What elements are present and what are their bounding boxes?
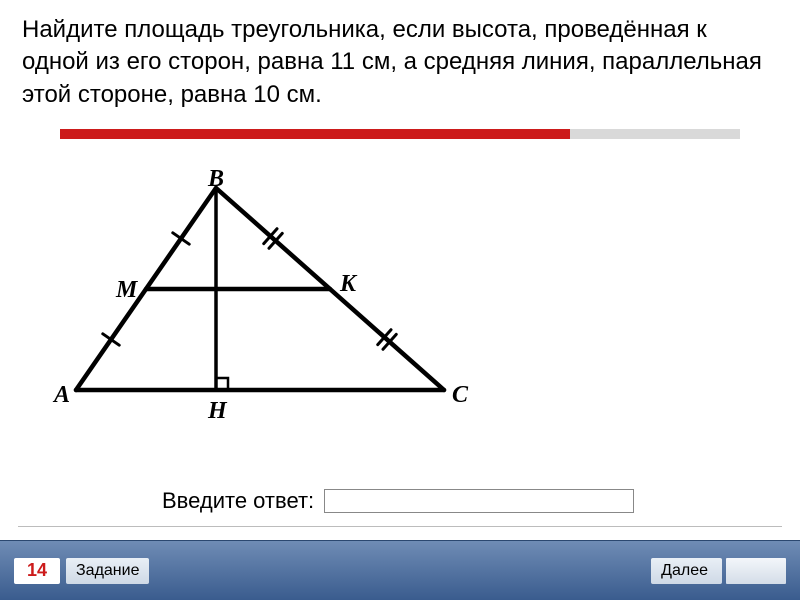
task-number: 14: [14, 558, 60, 584]
next-decoration: [726, 558, 786, 584]
vertex-label-C: C: [452, 382, 468, 409]
task-block: 14 Задание: [14, 541, 149, 600]
answer-row: Введите ответ:: [162, 488, 634, 514]
vertex-label-A: A: [54, 382, 70, 409]
next-button[interactable]: Далее: [651, 558, 722, 584]
separator-line: [18, 526, 782, 527]
vertex-label-M: M: [116, 277, 137, 304]
task-label: Задание: [66, 558, 149, 584]
answer-label: Введите ответ:: [162, 488, 314, 514]
answer-input[interactable]: [324, 489, 634, 513]
vertex-label-H: H: [208, 398, 227, 425]
question-text: Найдите площадь треугольника, если высот…: [0, 0, 800, 111]
divider-bar: [60, 129, 740, 139]
vertex-label-K: K: [340, 271, 356, 298]
footer-bar: 14 Задание Далее: [0, 540, 800, 600]
triangle-figure: A B C M K H: [40, 168, 470, 428]
vertex-label-B: B: [208, 166, 224, 193]
